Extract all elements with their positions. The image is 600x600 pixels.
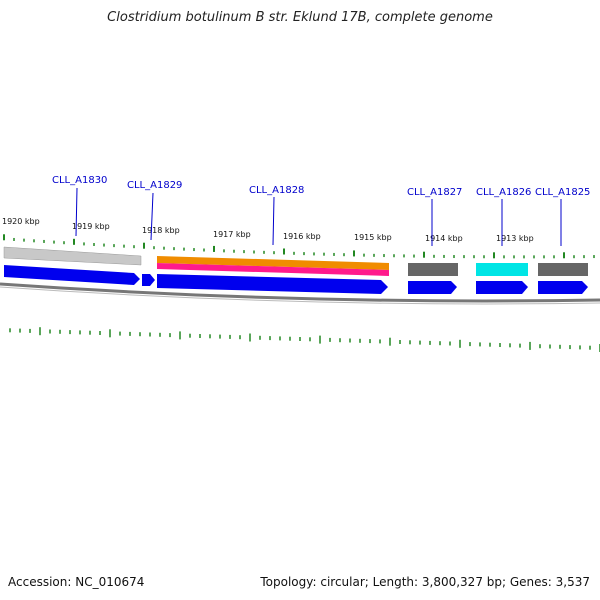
leader-1828	[272, 196, 275, 246]
genome-backbone-shadow	[0, 286, 600, 305]
page-title: Clostridium botulinum B str. Eklund 17B,…	[107, 10, 493, 25]
scale-label: 1918 kbp	[142, 226, 180, 235]
feature-gray-1830[interactable]	[3, 246, 142, 266]
lower-tick-row	[9, 327, 600, 352]
genome-backbone	[0, 282, 600, 303]
scale-label: 1916 kbp	[283, 232, 321, 241]
scale-labels: 1920 kbp 1919 kbp 1918 kbp 1917 kbp 1916 kbp…	[2, 217, 534, 243]
gene-arrow-1830[interactable]	[4, 265, 140, 285]
upper-tick-row	[3, 234, 595, 259]
leader-1830	[75, 187, 78, 237]
gene-label-1827[interactable]: CLL_A1827	[407, 187, 462, 198]
gene-label-1825[interactable]: CLL_A1825	[535, 187, 590, 198]
feature-orange-1828[interactable]	[157, 256, 389, 270]
gene-label-1826[interactable]: CLL_A1826	[476, 187, 531, 198]
gene-arrow-1826[interactable]	[476, 281, 528, 294]
feature-dark-1825[interactable]	[538, 263, 588, 276]
leader-1829	[150, 192, 154, 241]
feature-pink-1828[interactable]	[157, 263, 389, 276]
gene-label-1828[interactable]: CLL_A1828	[249, 185, 304, 196]
gene-arrow-1825[interactable]	[538, 281, 588, 294]
feature-track	[3, 246, 588, 276]
gene-arrow-1829[interactable]	[142, 274, 155, 286]
gene-label-1830[interactable]: CLL_A1830	[52, 175, 107, 186]
scale-label: 1920 kbp	[2, 217, 40, 226]
feature-cyan-1826[interactable]	[476, 263, 528, 276]
scale-label: 1914 kbp	[425, 234, 463, 243]
gene-labels: CLL_A1830 CLL_A1829 CLL_A1828 CLL_A1827 …	[52, 175, 590, 198]
gene-leader-lines	[75, 187, 562, 246]
accession-label: Accession: NC_010674	[8, 575, 145, 589]
feature-dark-1827[interactable]	[408, 263, 458, 276]
scale-label: 1913 kbp	[496, 234, 534, 243]
genome-summary: Topology: circular; Length: 3,800,327 bp…	[260, 575, 590, 589]
scale-label: 1919 kbp	[72, 222, 110, 231]
gene-label-1829[interactable]: CLL_A1829	[127, 180, 182, 191]
gene-arrow-1827[interactable]	[408, 281, 457, 294]
scale-label: 1917 kbp	[213, 230, 251, 239]
gene-arrow-1828[interactable]	[157, 274, 388, 294]
gene-track	[4, 265, 588, 294]
scale-label: 1915 kbp	[354, 233, 392, 242]
